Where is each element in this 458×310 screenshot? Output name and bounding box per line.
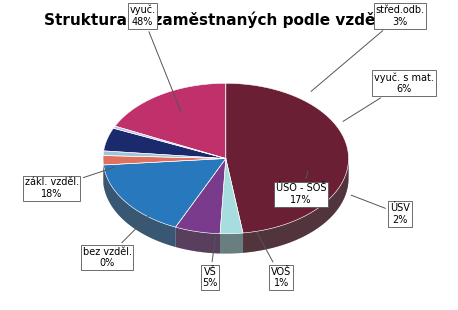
Polygon shape [104, 165, 175, 247]
Polygon shape [114, 126, 226, 158]
Polygon shape [226, 83, 349, 233]
Polygon shape [103, 158, 349, 254]
Text: VOŠ
1%: VOŠ 1% [257, 232, 291, 288]
Polygon shape [220, 233, 243, 254]
Text: ÚSO - SOŠ
17%: ÚSO - SOŠ 17% [276, 171, 326, 205]
Polygon shape [103, 151, 226, 158]
Text: ÚSV
2%: ÚSV 2% [351, 195, 410, 225]
Polygon shape [104, 128, 226, 158]
Title: Struktura nezaměstnaných podle vzdělání: Struktura nezaměstnaných podle vzdělání [44, 12, 407, 29]
Polygon shape [243, 159, 349, 253]
Polygon shape [175, 227, 220, 254]
Text: vyuč.
48%: vyuč. 48% [130, 5, 181, 113]
Text: střed.odb.
3%: střed.odb. 3% [311, 5, 425, 91]
Text: vyuč. s mat.
6%: vyuč. s mat. 6% [343, 72, 434, 122]
Polygon shape [104, 158, 226, 227]
Text: zákl. vzděl.
18%: zákl. vzděl. 18% [25, 167, 114, 199]
Text: bez vzděl.
0%: bez vzděl. 0% [82, 216, 148, 268]
Polygon shape [115, 83, 226, 158]
Polygon shape [103, 156, 226, 165]
Text: VŠ
5%: VŠ 5% [202, 237, 218, 288]
Polygon shape [175, 158, 226, 234]
Polygon shape [220, 158, 243, 234]
